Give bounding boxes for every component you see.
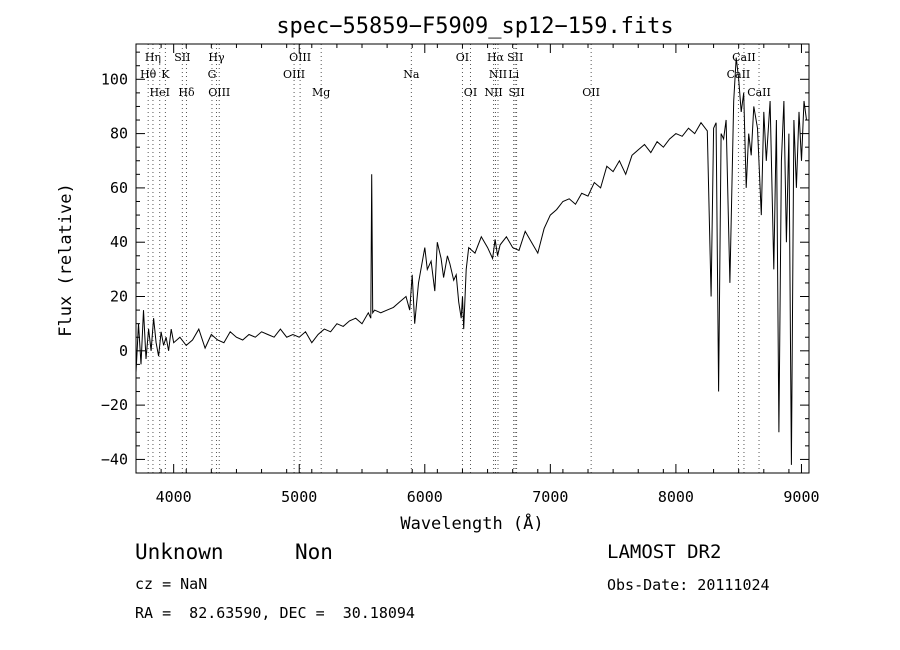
y-tick-label: −20 xyxy=(101,396,128,414)
coordinates: RA = 82.63590, DEC = 30.18094 xyxy=(135,604,415,622)
x-tick-label: 7000 xyxy=(532,488,568,506)
spectral-line-label: Hγ xyxy=(208,51,225,64)
spectral-line-label: OI xyxy=(464,86,477,99)
object-class: Unknown xyxy=(135,540,224,564)
x-tick-label: 4000 xyxy=(156,488,192,506)
y-axis-label: Flux (relative) xyxy=(56,183,76,337)
x-tick-label: 8000 xyxy=(658,488,694,506)
observation-date: Obs-Date: 20111024 xyxy=(607,576,770,594)
redshift-cz: cz = NaN xyxy=(135,575,208,593)
object-subclass: Non xyxy=(295,540,333,564)
spectral-line-label: Hθ xyxy=(140,68,157,81)
x-tick-label: 5000 xyxy=(281,488,317,506)
spectral-line-label: OIII xyxy=(289,51,311,64)
y-tick-label: 0 xyxy=(119,342,128,360)
axis-ticks: 4000 5000 6000 7000 8000 9000 −40 −20 0 20 40 60 80 1… xyxy=(101,44,820,506)
plot-frame xyxy=(135,43,810,474)
chart-title: spec−55859−F5909_sp12−159.fits xyxy=(276,14,673,39)
spectral-line-label: SII xyxy=(174,51,190,64)
spectral-line-label: Li xyxy=(508,68,519,81)
spectral-line-label: Hη xyxy=(145,51,161,64)
y-tick-label: −40 xyxy=(101,450,128,468)
y-tick-label: 20 xyxy=(110,288,128,306)
spectral-line-label: HeI xyxy=(150,86,170,99)
spectral-line-label: Na xyxy=(403,68,420,81)
spectral-line-label: K xyxy=(161,68,170,81)
spectral-line-label: OIII xyxy=(208,86,230,99)
survey-name: LAMOST DR2 xyxy=(607,541,722,563)
spectral-line-label: OI xyxy=(456,51,469,64)
spectral-line-label: OII xyxy=(582,86,600,99)
x-tick-label: 6000 xyxy=(407,488,443,506)
spectral-line-label: G xyxy=(208,68,217,81)
spectral-line-label: NII xyxy=(484,86,502,99)
spectrum-series-line xyxy=(135,57,807,465)
y-tick-label: 40 xyxy=(110,233,128,251)
spectral-line-label: Hδ xyxy=(178,86,195,99)
spectral-line-label: OIII xyxy=(283,68,305,81)
spectral-line-label: Hα xyxy=(487,51,505,64)
x-tick-label: 9000 xyxy=(783,488,819,506)
y-tick-label: 60 xyxy=(110,179,128,197)
y-tick-label: 100 xyxy=(101,70,128,88)
y-tick-label: 80 xyxy=(110,125,128,143)
x-axis-label: Wavelength (Å) xyxy=(400,512,543,534)
spectral-line-label: Mg xyxy=(312,86,330,99)
spectral-line-label: SII xyxy=(507,51,523,64)
spectral-line-label: CaII xyxy=(747,86,771,99)
spectral-line-label: NII xyxy=(489,68,507,81)
spectral-line-label: SII xyxy=(508,86,524,99)
